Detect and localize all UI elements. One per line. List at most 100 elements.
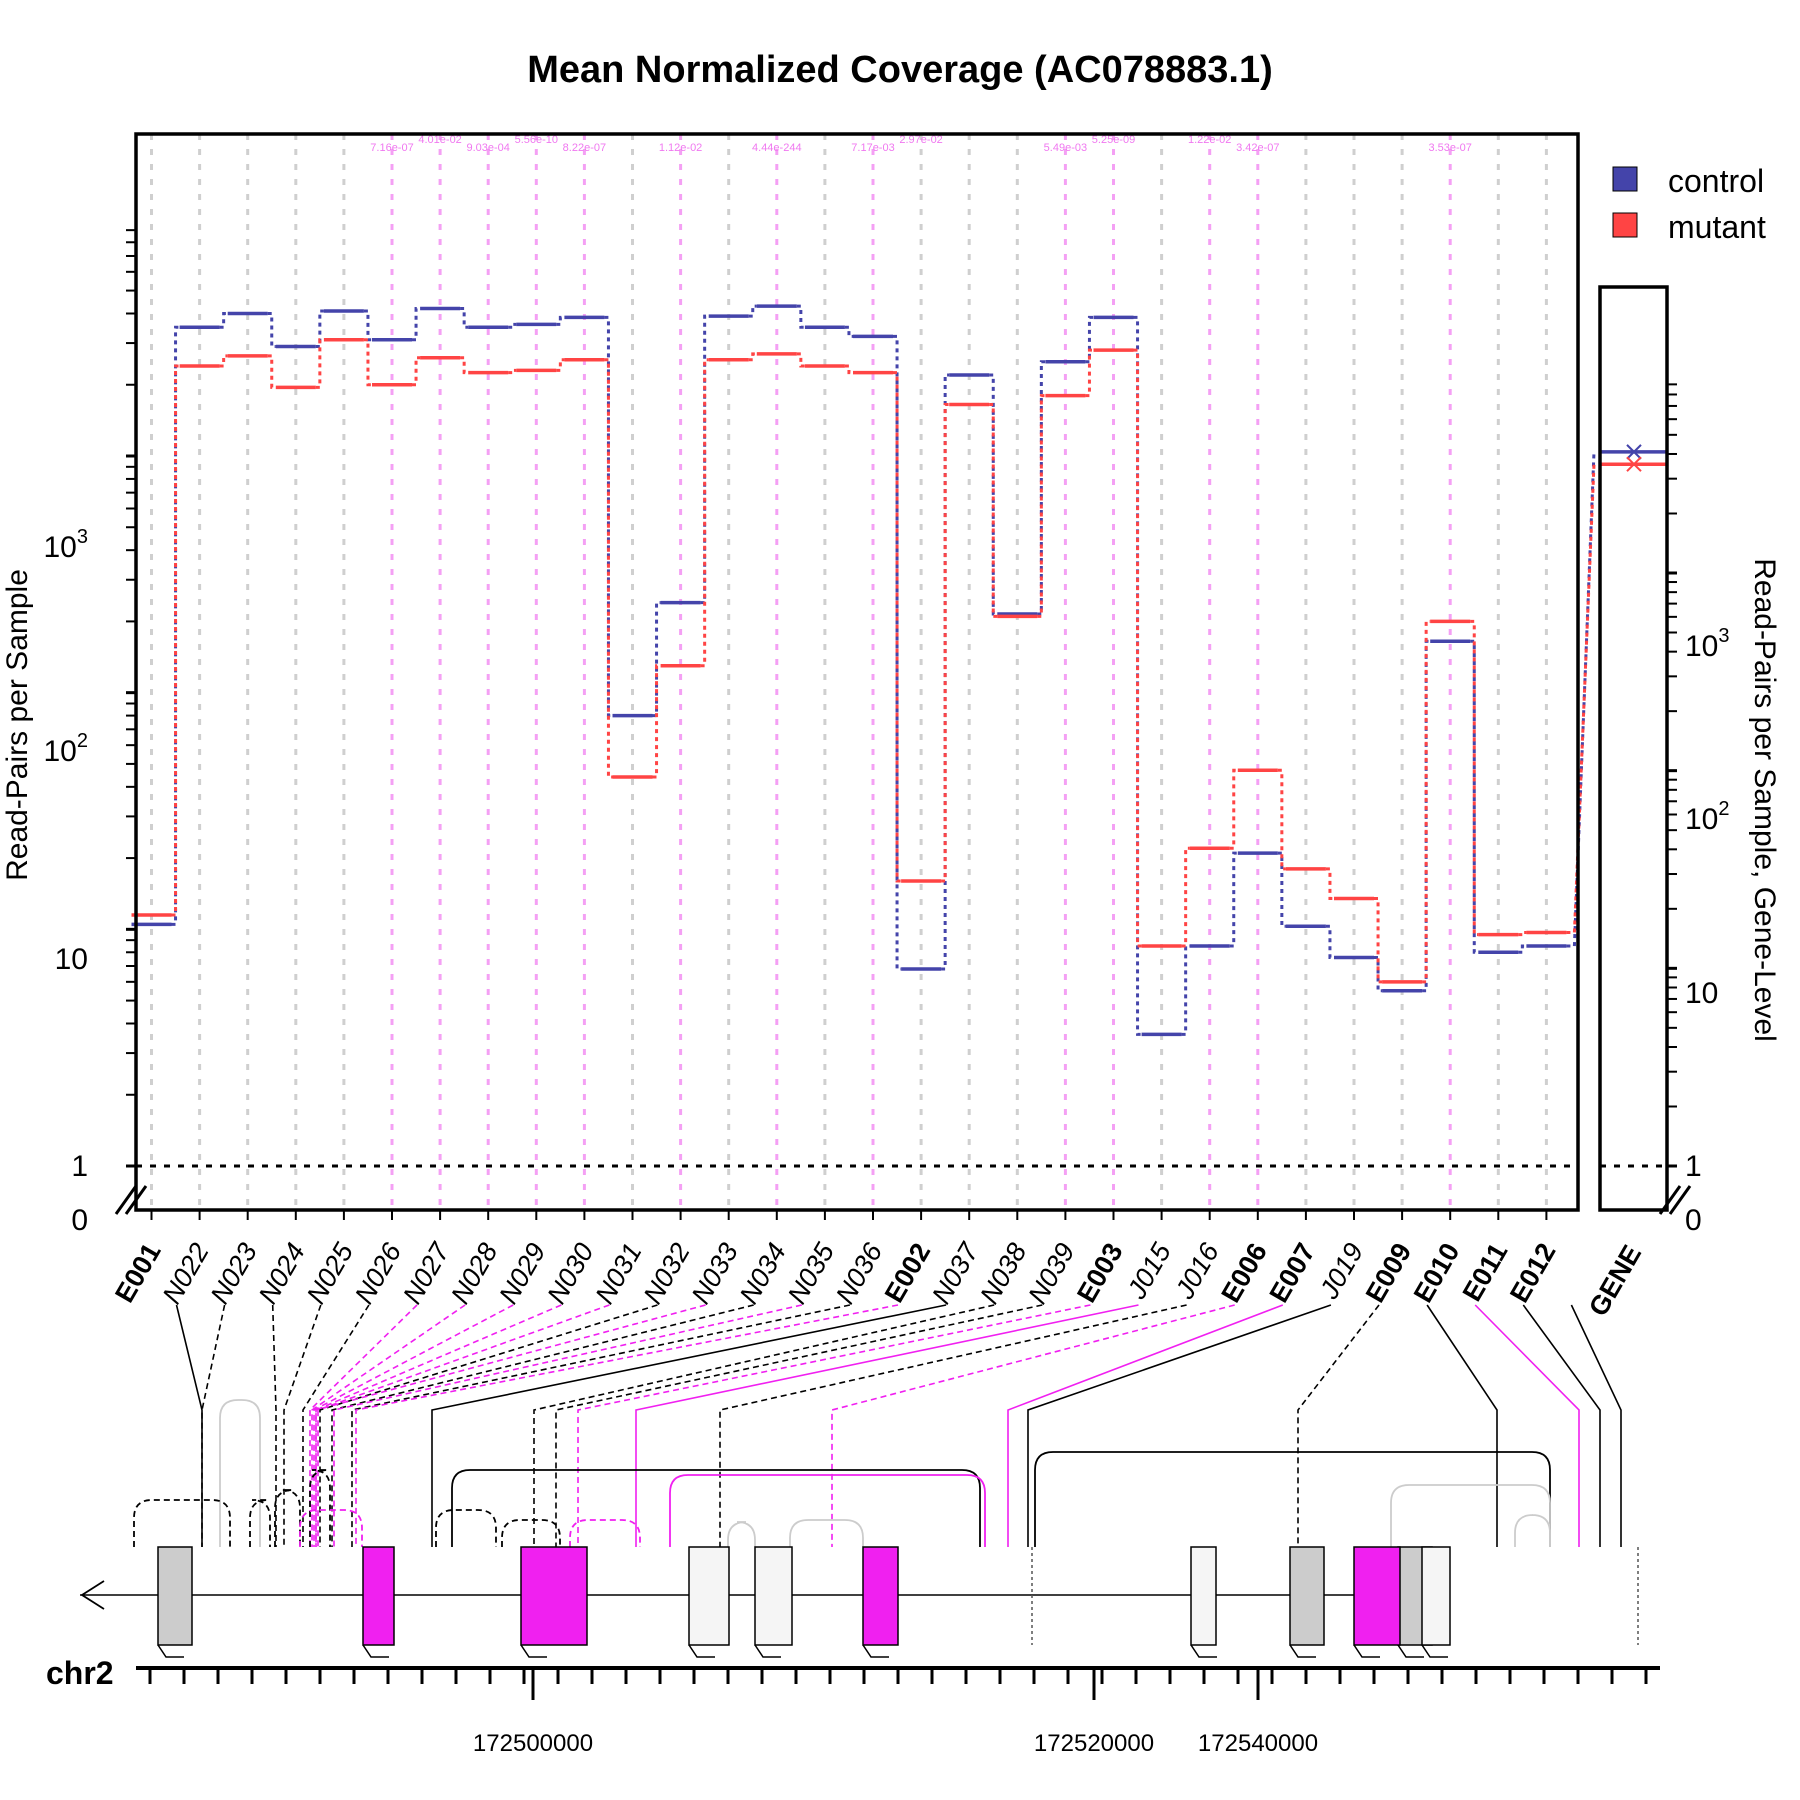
- mutant-connector: [1037, 394, 1046, 618]
- junction-arc: [1514, 1514, 1551, 1547]
- feature-label: E007: [1264, 1238, 1322, 1308]
- control-connector: [363, 309, 372, 342]
- chromosome-label: chr2: [46, 1655, 114, 1691]
- feature-leader-line: [577, 1304, 1091, 1547]
- legend-swatch-mutant: [1612, 212, 1638, 238]
- chart-title: Mean Normalized Coverage (AC078883.1): [527, 49, 1273, 91]
- mutant-connector: [1422, 619, 1431, 984]
- mutant-connector: [1470, 619, 1479, 937]
- feature-label: E003: [1071, 1238, 1129, 1308]
- mutant-connector: [1374, 896, 1383, 984]
- mutant-connector: [1277, 768, 1286, 871]
- control-connector: [1085, 315, 1094, 364]
- pvalue-label: 9.03e-04: [466, 142, 509, 154]
- chr-position-label-3: 172540000: [1198, 1730, 1318, 1757]
- mutant-gene-connector: [1566, 464, 1596, 934]
- control-connector: [315, 309, 324, 349]
- pvalue-label: 3.42e-07: [1236, 142, 1279, 154]
- mutant-connector: [748, 352, 757, 362]
- control-connector: [219, 312, 228, 329]
- pvalue-label: 1.12e-02: [659, 142, 702, 154]
- feature-label: N027: [397, 1237, 456, 1309]
- mutant-connector: [604, 358, 613, 779]
- feature-leader-line: [555, 1304, 1043, 1547]
- coverage-lines: [131, 304, 1596, 1037]
- feature-label: N035: [782, 1237, 841, 1309]
- chr-position-label-2: 172520000: [1034, 1730, 1154, 1757]
- exon-box: [157, 1546, 193, 1646]
- feature-gridlines: [150, 134, 1548, 1210]
- exon-box: [1190, 1546, 1217, 1646]
- pvalue-label: 7.17e-03: [851, 142, 894, 154]
- feature-leader-line: [283, 1304, 322, 1547]
- control-connector: [1277, 851, 1286, 928]
- feature-leader-line: [1426, 1304, 1498, 1547]
- feature-label: J015: [1121, 1237, 1177, 1304]
- feature-leader-line: [313, 1304, 514, 1547]
- right-tick-0: 0: [1685, 1204, 1702, 1237]
- right-tick-1: 1: [1685, 1150, 1702, 1183]
- legend-label-mutant: mutant: [1668, 209, 1766, 245]
- feature-label: N028: [445, 1238, 503, 1309]
- pvalue-label: 5.49e-03: [1044, 142, 1087, 154]
- mutant-connector: [315, 338, 324, 389]
- junction-arc: [299, 1509, 363, 1547]
- pvalue-label: 8.22e-07: [563, 142, 606, 154]
- feature-leader-line: [317, 1304, 610, 1547]
- exon-box: [1421, 1546, 1451, 1646]
- mutant-connector: [652, 664, 661, 779]
- control-connector: [989, 373, 998, 616]
- mutant-connector: [1133, 348, 1142, 948]
- feature-label: N037: [926, 1237, 985, 1309]
- feature-leader-line: [1007, 1304, 1284, 1547]
- feature-labels: E001N022N023N024N025N026N027N028N029N030…: [109, 1237, 1561, 1309]
- feature-leader-line: [333, 1304, 802, 1547]
- mutant-connector: [219, 354, 228, 368]
- feature-axis: [136, 1209, 1578, 1220]
- feature-leader-line: [201, 1304, 226, 1547]
- feature-leader-line: [311, 1304, 466, 1547]
- control-connector: [412, 306, 421, 342]
- junction-arc: [249, 1499, 271, 1547]
- control-connector: [1181, 944, 1190, 1036]
- mutant-connector: [508, 368, 517, 375]
- feature-label: N033: [686, 1238, 744, 1309]
- exon-box: [862, 1546, 899, 1646]
- feature-label: E010: [1408, 1238, 1466, 1308]
- junction-arc: [569, 1519, 641, 1547]
- left-tick-1: 1: [71, 1150, 88, 1183]
- control-connector: [1229, 851, 1238, 948]
- right-y-axis-label: Read-Pairs per Sample, Gene-Level: [1748, 558, 1781, 1042]
- feature-leader-line: [1522, 1304, 1601, 1547]
- mutant-connector: [700, 358, 709, 668]
- exon-box: [754, 1546, 793, 1646]
- mutant-connector: [412, 356, 421, 387]
- feature-leader-line: [331, 1304, 754, 1547]
- junction-arc: [309, 1469, 331, 1547]
- pvalue-labels: 7.16e-07 4.01e-02 9.03e-04 5.56e-10 8.22e-07…: [370, 134, 1472, 154]
- mutant-connector: [460, 356, 469, 375]
- control-connector: [267, 312, 276, 349]
- feature-label: N034: [734, 1238, 792, 1309]
- junction-arcs: [133, 1399, 1551, 1547]
- feature-leader-line: [719, 1304, 1187, 1547]
- junction-arc: [219, 1399, 261, 1547]
- feature-connectors: [175, 1304, 1622, 1547]
- control-connector: [652, 601, 661, 718]
- junction-arc: [1390, 1484, 1551, 1547]
- control-gene-connector: [1566, 451, 1596, 948]
- mutant-connector: [941, 403, 950, 883]
- main-plot-frame: [134, 132, 1580, 1212]
- pvalue-label: 3.53e-07: [1428, 142, 1471, 154]
- left-tick-10: 10: [55, 943, 88, 976]
- pvalue-label: 4.01e-02: [418, 134, 461, 146]
- feature-leader-line: [351, 1304, 851, 1547]
- gene-label: GENE: [1583, 1240, 1647, 1321]
- mutant-connector: [989, 403, 998, 618]
- feature-leader-line: [302, 1304, 370, 1547]
- mutant-connector: [267, 354, 276, 389]
- feature-label: N029: [493, 1238, 551, 1309]
- pvalue-label: 4.44e-244: [752, 142, 802, 154]
- mutant-connector: [796, 352, 805, 368]
- feature-leader-line: [1027, 1304, 1332, 1547]
